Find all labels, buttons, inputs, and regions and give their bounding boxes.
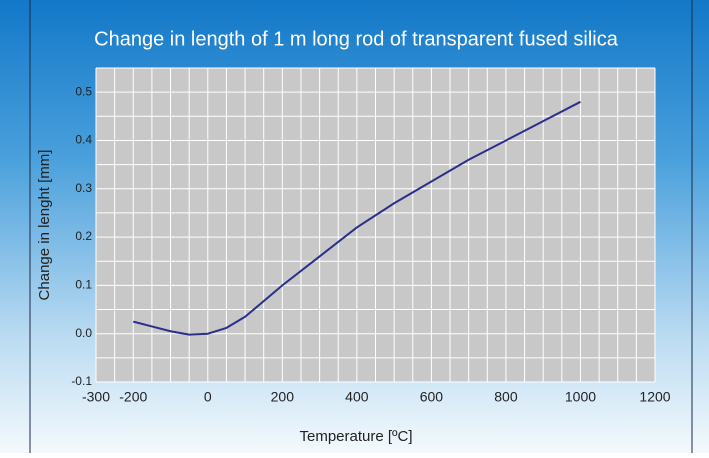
y-tick-label: 0.1: [75, 278, 92, 292]
x-tick-label: 200: [271, 389, 295, 405]
x-tick-label: 600: [420, 389, 444, 405]
y-tick-label: -0.1: [71, 374, 92, 388]
y-tick-label: 0.5: [75, 84, 92, 98]
x-tick-label: 1200: [639, 389, 670, 405]
x-tick-label: -200: [119, 389, 147, 405]
x-axis-label: Temperature [ºC]: [299, 428, 412, 445]
x-tick-label: 400: [345, 389, 369, 405]
y-tick-label: 0.0: [75, 326, 92, 340]
x-tick-label: -300: [82, 389, 110, 405]
x-tick-label: 800: [494, 389, 518, 405]
y-tick-label: 0.2: [75, 229, 92, 243]
y-tick-label: 0.4: [75, 133, 92, 147]
y-tick-label: 0.3: [75, 181, 92, 195]
x-tick-label: 0: [204, 389, 212, 405]
grid: [95, 67, 656, 383]
x-tick-label: 1000: [565, 389, 596, 405]
y-axis-label: Change in lenght [mm]: [36, 150, 53, 301]
data-line: [133, 100, 581, 336]
chart-title: Change in length of 1 m long rod of tran…: [94, 28, 619, 50]
